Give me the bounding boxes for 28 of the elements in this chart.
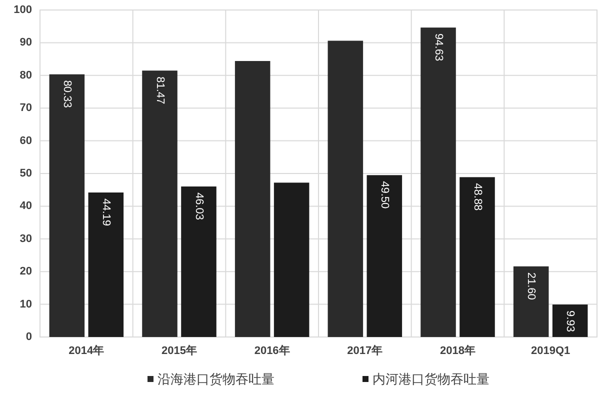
x-tick-label: 2018年	[440, 344, 476, 357]
x-tick-label: 2016年	[254, 344, 290, 357]
y-tick-label: 20	[20, 266, 32, 278]
y-tick-label: 90	[20, 36, 32, 49]
y-tick-label: 60	[20, 134, 32, 147]
data-label: 49.50	[378, 181, 390, 209]
x-tick-label: 2019Q1	[531, 345, 570, 357]
y-tick-label: 0	[26, 331, 32, 343]
data-label: 48.88	[471, 183, 484, 211]
y-tick-label: 80	[20, 69, 32, 82]
legend-item: 沿海港口货物吞吐量	[148, 372, 274, 386]
data-label: 9.93	[564, 310, 576, 332]
x-tick-label: 2014年	[68, 344, 104, 357]
data-label: 94.63	[432, 34, 444, 62]
y-tick-label: 100	[14, 4, 32, 16]
y-tick-label: 70	[20, 102, 32, 114]
data-label: 46.03	[192, 192, 205, 220]
y-tick-label: 10	[20, 298, 32, 310]
x-tick-label: 2015年	[162, 344, 197, 357]
legend-item: 内河港口货物吞吐量	[362, 372, 490, 386]
data-label: 21.60	[525, 272, 538, 300]
y-tick-label: 40	[20, 200, 32, 212]
y-tick-label: 30	[20, 232, 32, 245]
data-label: 44.19	[100, 198, 112, 226]
y-tick-label: 50	[20, 168, 32, 180]
data-label: 80.33	[60, 80, 73, 108]
data-label: 81.47	[154, 76, 166, 104]
x-tick-label: 2017年	[347, 344, 383, 357]
